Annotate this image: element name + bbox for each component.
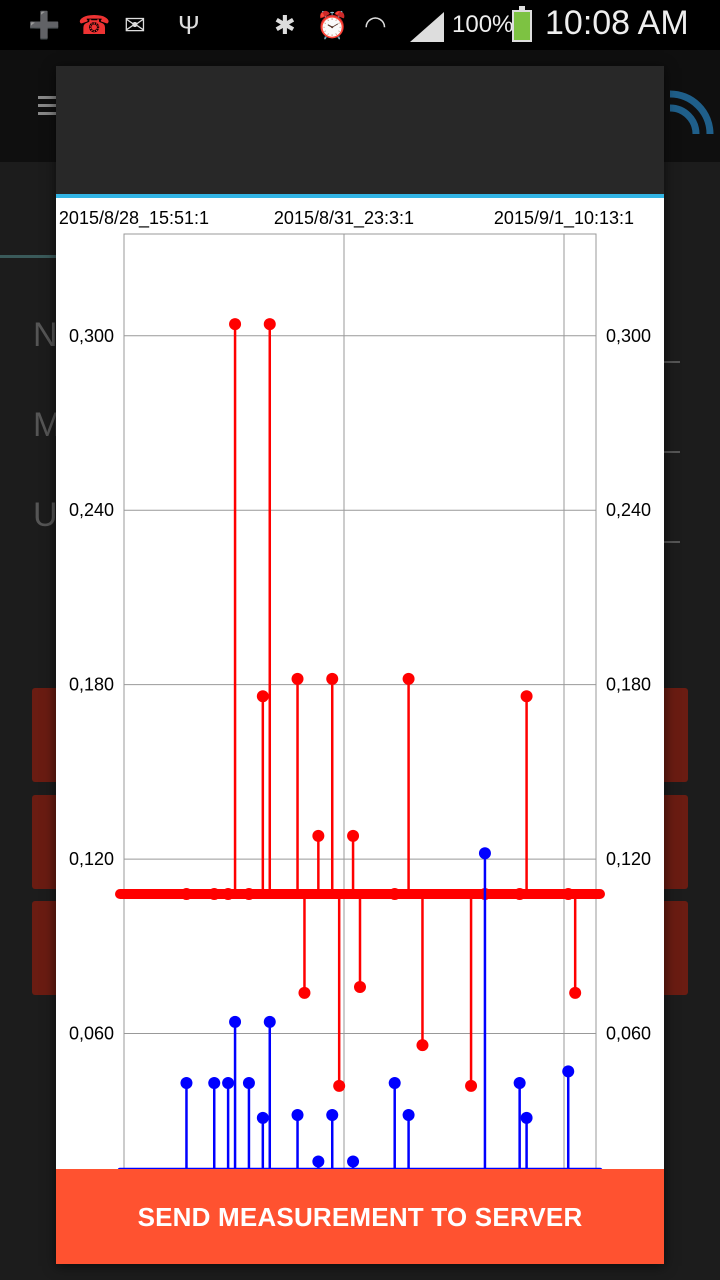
data-point xyxy=(465,1079,478,1092)
y-tick-label-right: 0,060 xyxy=(606,1024,651,1044)
data-point xyxy=(569,986,582,999)
background-label: N xyxy=(33,316,58,354)
data-point xyxy=(478,847,491,860)
data-point xyxy=(222,1076,235,1089)
background-divider xyxy=(664,451,680,453)
data-point xyxy=(229,318,242,331)
data-point xyxy=(242,1076,255,1089)
dialog-header xyxy=(56,66,664,194)
add-notification-icon: ➕ xyxy=(28,10,61,40)
y-tick-label-left: 0,240 xyxy=(69,500,114,520)
data-point xyxy=(180,1076,193,1089)
data-point xyxy=(513,1076,526,1089)
data-point xyxy=(402,672,415,685)
data-point xyxy=(256,690,269,703)
y-tick-label-right: 0,300 xyxy=(606,326,651,346)
data-point xyxy=(347,1155,360,1168)
data-point xyxy=(520,690,533,703)
plot-frame xyxy=(123,233,597,1170)
battery-percent: 100% xyxy=(452,11,514,38)
y-tick-label-left: 0,060 xyxy=(69,1024,114,1044)
y-tick-label-left: 0,180 xyxy=(69,675,114,695)
y-tick-label-right: 0,180 xyxy=(606,675,651,695)
background-tab-indicator xyxy=(0,255,56,258)
x-tick-label: 2015/8/28_15:51:1 xyxy=(59,208,209,229)
data-point xyxy=(388,1076,401,1089)
background-divider xyxy=(664,541,680,543)
send-measurement-button[interactable]: SEND MEASUREMENT TO SERVER xyxy=(56,1169,664,1264)
measurement-chart: 0,060 0,060 0,120 0,120 0,180 0,180 0,240 0,240… xyxy=(59,208,651,1170)
data-point xyxy=(347,829,360,842)
data-point xyxy=(562,1065,575,1078)
y-tick-label-right: 0,120 xyxy=(606,849,651,869)
data-point xyxy=(208,1076,221,1089)
y-tick-label-left: 0,300 xyxy=(69,326,114,346)
x-tick-label: 2015/9/1_10:13:1 xyxy=(494,208,634,229)
x-tick-label: 2015/8/31_23:3:1 xyxy=(274,208,414,229)
data-point xyxy=(326,672,339,685)
alarm-icon: ⏰ xyxy=(316,10,349,40)
data-point xyxy=(520,1111,533,1124)
data-point xyxy=(312,829,325,842)
data-point xyxy=(402,1108,415,1121)
status-bar: ➕ ☎ ✉ Ψ ✱ ⏰ ◠ 100% 10:08 AM xyxy=(0,0,720,50)
data-point xyxy=(263,318,276,331)
data-point xyxy=(333,1079,346,1092)
wifi-icon: ◠ xyxy=(364,10,387,40)
menu-icon[interactable] xyxy=(38,96,60,115)
data-point xyxy=(291,672,304,685)
bluetooth-icon: ✱ xyxy=(274,10,296,40)
y-tick-label-right: 0,240 xyxy=(606,500,651,520)
background-divider xyxy=(664,361,680,363)
signal-icon xyxy=(410,12,444,42)
data-point xyxy=(263,1015,276,1028)
background-label: U xyxy=(33,496,58,534)
missed-call-icon: ☎ xyxy=(78,10,111,40)
clock: 10:08 AM xyxy=(545,4,689,42)
data-point xyxy=(416,1039,429,1052)
dialog-accent-line xyxy=(56,194,664,198)
data-point xyxy=(291,1108,304,1121)
data-point xyxy=(298,986,311,999)
battery-charging-icon xyxy=(512,6,532,42)
y-tick-label-left: 0,120 xyxy=(69,849,114,869)
data-point xyxy=(256,1111,269,1124)
chart-dialog: 0,060 0,060 0,120 0,120 0,180 0,180 0,240 0,240… xyxy=(56,66,664,1264)
data-point xyxy=(229,1015,242,1028)
data-point xyxy=(312,1155,325,1168)
email-icon: ✉ xyxy=(124,10,146,40)
usb-icon: Ψ xyxy=(178,10,200,40)
data-point xyxy=(326,1108,339,1121)
data-point xyxy=(354,981,366,994)
connection-icon xyxy=(669,90,714,135)
